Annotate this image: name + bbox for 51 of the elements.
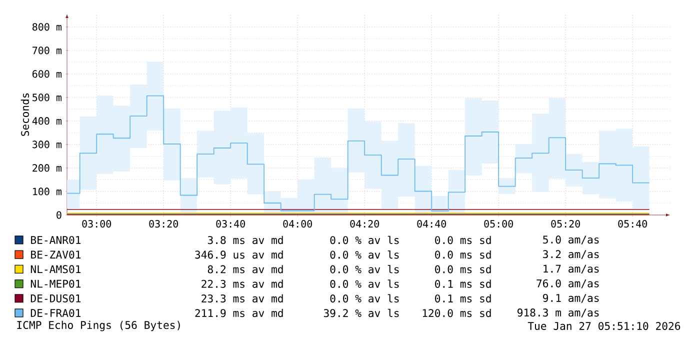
text: 120.0 ms sd xyxy=(422,308,491,318)
y-tick-label: 200 m xyxy=(32,164,62,172)
y-tick-label: 700 m xyxy=(32,46,62,54)
text: 918.3 m am/as xyxy=(517,308,599,318)
text: 0.0 ms sd xyxy=(435,236,491,244)
text: 211.9 ms av md xyxy=(195,308,283,318)
text: 0.0 % av ls xyxy=(330,294,399,303)
text: 0.1 ms sd xyxy=(435,280,491,288)
text: 0.0 ms sd xyxy=(435,265,491,274)
y-tick-label: 400 m xyxy=(32,117,62,125)
text: 9.1 am/as xyxy=(543,294,599,303)
y-tick-label: 600 m xyxy=(32,70,62,78)
text: 0.1 ms sd xyxy=(435,294,491,302)
text: 22.3 ms av md xyxy=(202,280,283,288)
y-tick-label: 500 m xyxy=(32,94,62,102)
text: 76.0 am/as xyxy=(536,279,599,288)
x-tick-label: 04:40 xyxy=(417,220,446,228)
y-tick-label: 300 m xyxy=(32,140,62,148)
text: 0.0 % av ls xyxy=(330,250,399,259)
x-tick-label: 05:20 xyxy=(551,220,580,228)
legend-label: DE-FRA01 xyxy=(30,308,81,317)
y-tick-label: 100 m xyxy=(33,188,62,196)
text: 1.7 am/as xyxy=(544,264,599,274)
text: 0.0 % av ls xyxy=(330,236,399,244)
text: 0.0 % av ls xyxy=(330,280,399,288)
x-tick-label: 05:00 xyxy=(484,220,513,228)
text: 5.0 am/as xyxy=(543,236,599,244)
text: 0.0 % av ls xyxy=(330,265,399,274)
x-tick-label: 03:40 xyxy=(216,220,246,228)
legend-label: BE-ANR01 xyxy=(31,236,81,244)
text: 8.2 ms av md xyxy=(208,265,283,274)
text: 3.2 am/as xyxy=(543,250,599,260)
legend-label: NL-MEP01 xyxy=(30,280,81,288)
x-tick-label: 04:20 xyxy=(350,220,379,228)
y-tick-label: 800 m xyxy=(32,23,62,31)
legend-label: BE-ZAV01 xyxy=(31,250,81,259)
text: 3.8 ms av md xyxy=(208,236,283,244)
y-axis-title: Seconds xyxy=(20,93,29,136)
text: Tue Jan 27 05:51:10 2026 xyxy=(528,322,680,330)
text: 0.0 ms sd xyxy=(435,250,491,259)
y-tick-label: 0 xyxy=(56,211,62,219)
text: ICMP Echo Pings (56 Bytes) xyxy=(17,320,180,332)
text: 346.9 us av md xyxy=(195,250,283,259)
x-tick-label: 03:00 xyxy=(82,220,112,228)
text: 39.2 % av ls xyxy=(324,308,399,318)
x-tick-label: 05:40 xyxy=(618,220,647,228)
legend-label: DE-DUS01 xyxy=(30,294,81,302)
x-tick-label: 03:20 xyxy=(149,220,178,228)
x-tick-label: 04:00 xyxy=(283,220,312,228)
legend-label: NL-AMS01 xyxy=(30,265,81,274)
text: 23.3 ms av md xyxy=(202,294,283,302)
